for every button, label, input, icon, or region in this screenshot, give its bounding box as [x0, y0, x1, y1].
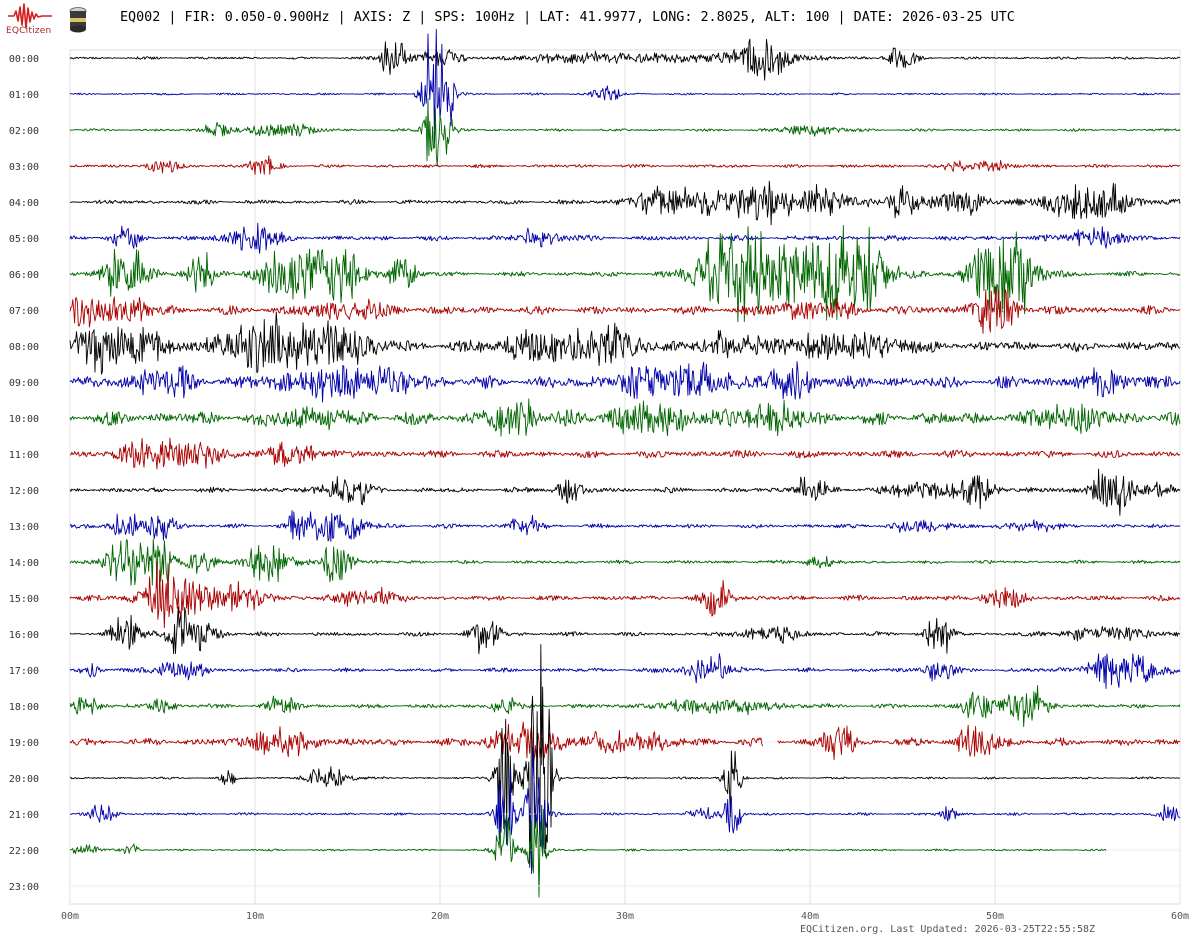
- row-time-label: 14:00: [9, 558, 39, 569]
- row-time-label: 05:00: [9, 234, 39, 245]
- row-time-label: 07:00: [9, 306, 39, 317]
- seismic-trace: [69, 28, 1181, 144]
- row-time-label: 02:00: [9, 126, 39, 137]
- seismic-trace: [69, 311, 1181, 375]
- row-time-label: 03:00: [9, 162, 39, 173]
- seismic-trace: [69, 468, 1181, 516]
- x-tick-label: 50m: [986, 911, 1004, 922]
- x-tick-label: 20m: [431, 911, 449, 922]
- x-tick-label: 40m: [801, 911, 819, 922]
- seismic-trace: [69, 606, 1181, 655]
- row-time-label: 11:00: [9, 450, 39, 461]
- seismic-trace: [69, 98, 1181, 168]
- chart-header: EQCitizen EQ002 | FIR: 0.050-0.900Hz | A…: [0, 0, 1200, 46]
- seismic-trace: [69, 653, 1181, 689]
- row-time-label: 16:00: [9, 630, 39, 641]
- row-time-label: 01:00: [9, 90, 39, 101]
- seismic-trace: [69, 180, 1181, 226]
- row-time-label: 15:00: [9, 594, 39, 605]
- x-tick-label: 60m: [1171, 911, 1189, 922]
- row-time-label: 04:00: [9, 198, 39, 209]
- row-time-label: 21:00: [9, 810, 39, 821]
- row-time-label: 10:00: [9, 414, 39, 425]
- seismic-trace: [69, 398, 1181, 437]
- chart-title: EQ002 | FIR: 0.050-0.900Hz | AXIS: Z | S…: [120, 10, 1015, 25]
- seismic-trace: [69, 224, 1181, 323]
- seismic-trace: [69, 644, 1181, 868]
- seismograph-logo-icon: [8, 3, 52, 29]
- logo-text: EQCitizen: [6, 26, 52, 36]
- seismic-trace: [69, 222, 1181, 254]
- seismic-trace: [69, 510, 1181, 542]
- row-time-label: 20:00: [9, 774, 39, 785]
- seismic-trace: [69, 808, 1107, 898]
- last-updated-text: EQCitizen.org. Last Updated: 2026-03-25T…: [800, 924, 1096, 935]
- row-time-label: 00:00: [9, 54, 39, 65]
- x-tick-label: 30m: [616, 911, 634, 922]
- seismic-trace: [69, 684, 1181, 727]
- seismic-trace: [69, 721, 1181, 765]
- row-time-label: 09:00: [9, 378, 39, 389]
- seismic-trace: [69, 539, 1181, 588]
- sensor-device-icon: [69, 7, 87, 33]
- seismic-trace: [69, 286, 1181, 334]
- row-time-label: 08:00: [9, 342, 39, 353]
- seismic-trace: [69, 38, 1181, 81]
- x-tick-label: 00m: [61, 911, 79, 922]
- row-time-label: 06:00: [9, 270, 39, 281]
- row-time-label: 22:00: [9, 846, 39, 857]
- seismic-trace: [69, 562, 1181, 629]
- seismic-trace: [69, 361, 1181, 403]
- seismic-trace: [69, 746, 1181, 875]
- row-time-label: 17:00: [9, 666, 39, 677]
- row-time-label: 18:00: [9, 702, 39, 713]
- row-time-label: 13:00: [9, 522, 39, 533]
- seismic-trace: [69, 437, 1181, 470]
- x-tick-label: 10m: [246, 911, 264, 922]
- row-time-label: 19:00: [9, 738, 39, 749]
- seismic-trace: [69, 155, 1181, 175]
- row-time-label: 12:00: [9, 486, 39, 497]
- row-time-label: 23:00: [9, 882, 39, 893]
